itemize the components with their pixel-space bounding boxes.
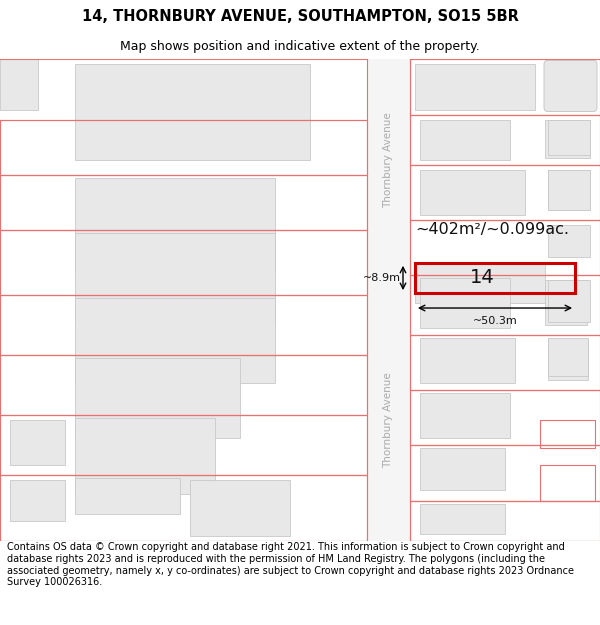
- Bar: [410, 275, 600, 335]
- Bar: [0, 476, 367, 541]
- Bar: [548, 338, 588, 376]
- Bar: [75, 358, 240, 438]
- Bar: [420, 119, 510, 159]
- Bar: [420, 393, 510, 438]
- Bar: [75, 418, 215, 494]
- Bar: [0, 230, 367, 295]
- Bar: [75, 298, 275, 383]
- Bar: [75, 479, 180, 514]
- Bar: [545, 119, 590, 158]
- Bar: [548, 280, 590, 322]
- Bar: [0, 295, 367, 355]
- Bar: [75, 233, 275, 323]
- Bar: [10, 481, 65, 521]
- Bar: [410, 59, 600, 114]
- Bar: [420, 169, 525, 215]
- Bar: [410, 335, 600, 390]
- Bar: [420, 338, 515, 383]
- Bar: [0, 415, 367, 476]
- Bar: [410, 164, 600, 220]
- Bar: [545, 68, 593, 108]
- Bar: [420, 448, 505, 491]
- Bar: [410, 501, 600, 541]
- Text: ~50.3m: ~50.3m: [473, 316, 517, 326]
- Bar: [420, 504, 505, 534]
- Bar: [420, 278, 510, 328]
- Bar: [415, 263, 575, 293]
- Bar: [548, 340, 588, 380]
- Bar: [410, 114, 600, 164]
- Bar: [415, 263, 545, 303]
- Bar: [540, 466, 595, 501]
- Bar: [545, 280, 587, 325]
- Text: ~402m²/~0.099ac.: ~402m²/~0.099ac.: [415, 222, 569, 237]
- Bar: [0, 59, 38, 109]
- Bar: [367, 59, 410, 541]
- FancyBboxPatch shape: [544, 61, 597, 111]
- Bar: [548, 169, 590, 210]
- Bar: [75, 177, 275, 273]
- Bar: [540, 420, 595, 448]
- Bar: [548, 169, 590, 210]
- Bar: [0, 174, 367, 230]
- Bar: [75, 64, 310, 159]
- Text: Thornbury Avenue: Thornbury Avenue: [383, 372, 394, 468]
- Text: 14, THORNBURY AVENUE, SOUTHAMPTON, SO15 5BR: 14, THORNBURY AVENUE, SOUTHAMPTON, SO15 …: [82, 9, 518, 24]
- Bar: [410, 220, 600, 275]
- Bar: [0, 355, 367, 415]
- Bar: [190, 481, 290, 536]
- Bar: [0, 119, 367, 174]
- Text: 14: 14: [470, 269, 494, 288]
- Bar: [415, 64, 535, 109]
- Text: ~8.9m: ~8.9m: [363, 273, 401, 283]
- Bar: [410, 390, 600, 446]
- Bar: [548, 225, 590, 257]
- Bar: [10, 420, 65, 466]
- Text: Contains OS data © Crown copyright and database right 2021. This information is : Contains OS data © Crown copyright and d…: [7, 542, 574, 587]
- Bar: [548, 119, 590, 154]
- Text: Map shows position and indicative extent of the property.: Map shows position and indicative extent…: [120, 40, 480, 52]
- Text: Thornbury Avenue: Thornbury Avenue: [383, 112, 394, 208]
- Bar: [410, 446, 600, 501]
